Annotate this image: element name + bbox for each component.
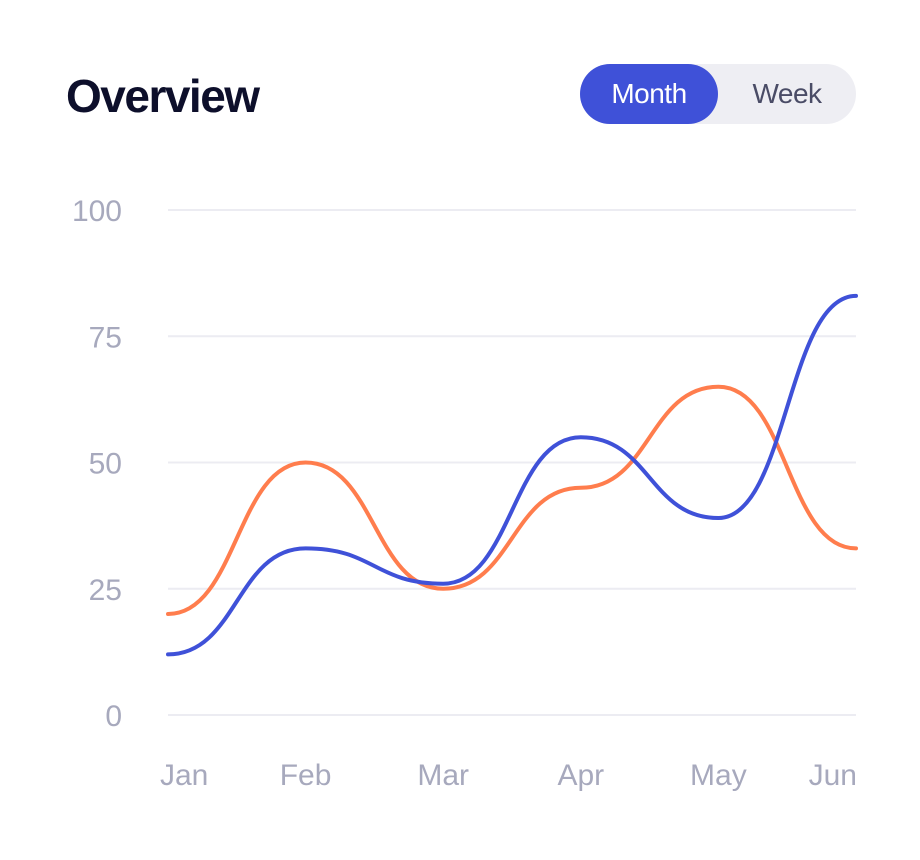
- month-toggle-button[interactable]: Month: [580, 64, 718, 124]
- y-tick-label: 0: [105, 700, 122, 733]
- page-title: Overview: [66, 70, 260, 122]
- x-tick-label: May: [690, 759, 747, 792]
- x-tick-label: Jun: [809, 759, 857, 792]
- grid-lines: [168, 209, 856, 716]
- x-tick-label: Feb: [280, 759, 332, 792]
- y-axis-ticks: 0 25 50 75 100: [72, 195, 122, 733]
- x-tick-label: Mar: [417, 759, 469, 792]
- series-line-2: [166, 293, 858, 657]
- week-toggle-button[interactable]: Week: [752, 78, 822, 109]
- x-tick-label: Jan: [160, 759, 208, 792]
- y-tick-label: 75: [89, 321, 122, 354]
- series-lines: [166, 293, 858, 657]
- y-tick-label: 100: [72, 195, 122, 228]
- x-tick-label: Apr: [557, 759, 604, 792]
- series-line-1: [166, 384, 858, 616]
- y-tick-label: 50: [89, 448, 122, 481]
- x-axis-ticks: Jan Feb Mar Apr May Jun: [160, 759, 857, 792]
- period-toggle: Month Week: [580, 64, 856, 124]
- y-tick-label: 25: [89, 574, 122, 607]
